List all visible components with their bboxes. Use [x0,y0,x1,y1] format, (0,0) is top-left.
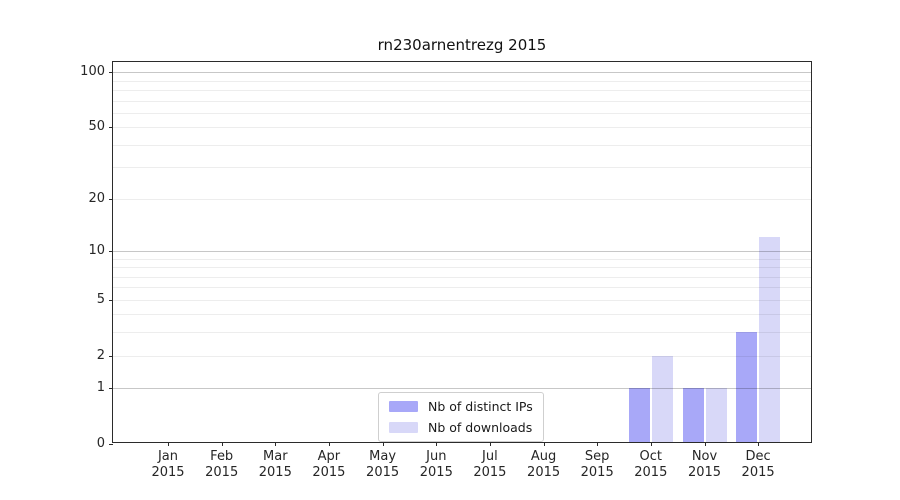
legend: Nb of distinct IPs Nb of downloads [378,392,544,442]
y-tick-mark [109,127,113,129]
x-tick-label: Sep 2015 [567,449,627,481]
y-tick-label: 5 [96,291,105,307]
x-tick-month: Aug [530,449,557,464]
chart-title: rn230arnentrezg 2015 [377,36,547,54]
x-tick-label: Feb 2015 [192,449,252,481]
x-tick-mark [758,442,760,446]
legend-item-nb-of-downloads: Nb of downloads [389,420,533,435]
x-tick-label: Jul 2015 [460,449,520,481]
x-tick-year: 2015 [687,465,722,480]
x-tick-year: 2015 [741,465,775,480]
plot-area: 0 1 2 5 10 20 50 100 Jan 2015 Feb 2015 Mar 2015 Apr 201… [80,61,812,480]
x-tick-year: 2015 [419,465,453,480]
x-tick-mark [543,442,545,446]
gridline-minor [113,276,811,278]
x-tick-month: Jun [426,449,447,464]
gridline-minor [113,267,811,268]
gridline-minor [113,198,811,200]
x-tick-year: 2015 [205,465,239,480]
legend-label: Nb of distinct IPs [428,399,533,414]
bar-nb-of-distinct-ips-oct-2015 [628,388,650,442]
x-tick-mark [597,442,599,446]
y-tick-mark [109,355,113,357]
x-tick-label: May 2015 [353,449,413,481]
x-tick-mark [704,442,706,446]
x-tick-mark [275,442,277,446]
gridline-minor [113,90,811,91]
bar-nb-of-downloads-nov-2015 [705,388,727,442]
x-tick-month: Feb [210,449,234,464]
legend-swatch-nb-of-distinct-ips [389,401,418,412]
x-tick-month: Jul [482,449,498,464]
legend-swatch-nb-of-downloads [389,422,418,433]
x-tick-mark [382,442,384,446]
x-tick-year: 2015 [473,465,507,480]
gridline-minor [113,332,811,334]
gridline-minor [113,127,811,129]
x-tick-mark [650,442,652,446]
gridline-major [113,250,811,252]
y-tick-label: 1 [96,380,105,396]
y-tick-mark [109,250,113,252]
x-tick-mark [328,442,330,446]
bar-nb-of-distinct-ips-nov-2015 [682,388,704,442]
x-tick-month: Jan [157,449,179,464]
x-tick-year: 2015 [580,465,614,480]
gridline-major [113,72,811,74]
gridline-minor [113,80,811,82]
y-tick-mark [109,388,113,390]
x-tick-label: Jun 2015 [406,449,466,481]
x-tick-year: 2015 [527,465,561,480]
gridline-minor [113,100,811,102]
x-tick-mark [436,442,438,446]
x-tick-mark [168,442,169,446]
gridline-minor [113,355,811,357]
x-tick-label: Aug 2015 [514,449,574,481]
gridline-minor [113,287,811,289]
gridline-minor [113,314,811,316]
y-tick-mark [109,198,113,200]
y-tick-label: 20 [88,190,105,206]
y-tick-label: 100 [80,64,105,80]
y-tick-mark [109,299,113,301]
x-tick-year: 2015 [151,465,185,480]
bar-nb-of-downloads-oct-2015 [651,355,673,442]
y-tick-label: 2 [96,347,105,363]
y-tick-mark [109,72,113,74]
x-tick-month: Apr [317,449,341,464]
y-tick-mark [109,444,113,445]
x-tick-month: Oct [639,449,663,464]
x-tick-year: 2015 [312,465,346,480]
gridline-minor [113,299,811,301]
legend-item-nb-of-distinct-ips: Nb of distinct IPs [389,399,533,414]
bar-nb-of-distinct-ips-dec-2015 [736,332,758,442]
bar-nb-of-downloads-dec-2015 [759,237,781,442]
x-tick-month: Sep [584,449,610,464]
x-tick-month: Dec [745,449,771,464]
x-tick-label: Mar 2015 [245,449,305,481]
x-tick-mark [221,442,223,446]
y-tick-label: 10 [88,242,105,258]
x-tick-month: May [369,449,397,464]
y-tick-label: 0 [96,436,105,451]
x-tick-year: 2015 [634,465,668,480]
gridline-minor [113,112,811,114]
x-tick-month: Mar [263,449,288,464]
x-tick-label: Jan 2015 [138,449,198,481]
x-tick-year: 2015 [258,465,292,480]
y-tick-label: 50 [88,119,105,135]
x-tick-label: Apr 2015 [299,449,359,481]
x-tick-label: Nov 2015 [675,449,735,481]
x-tick-mark [489,442,491,446]
gridline-minor [113,258,811,260]
x-tick-month: Nov [691,449,718,464]
legend-label: Nb of downloads [428,420,533,435]
gridline-minor [113,144,811,146]
x-tick-year: 2015 [366,465,400,480]
gridline-minor [113,167,811,169]
x-tick-label: Oct 2015 [621,449,681,481]
x-tick-label: Dec 2015 [728,449,788,481]
